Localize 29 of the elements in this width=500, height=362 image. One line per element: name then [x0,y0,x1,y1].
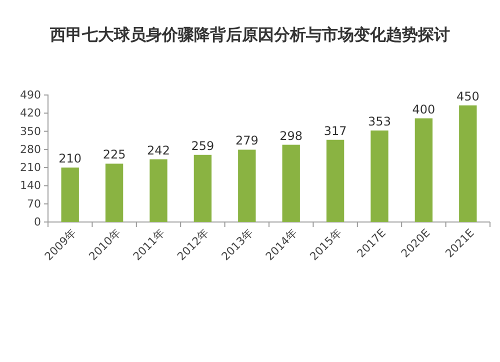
y-tick-label: 490 [20,88,41,102]
data-label: 450 [456,89,480,104]
data-label: 242 [147,143,170,158]
bar [61,168,79,222]
chart-title: 西甲七大球员身价骤降背后原因分析与市场变化趋势探讨 [49,25,450,44]
data-label: 259 [191,138,214,153]
bar [282,144,300,222]
bar [326,140,344,222]
bar [105,164,124,222]
y-tick-label: 210 [20,161,41,174]
y-tick-label: 70 [27,197,41,210]
data-label: 225 [102,148,126,162]
bar [238,150,256,222]
bar [414,118,433,222]
y-tick-label: 140 [20,179,41,192]
y-tick-label: 420 [20,106,41,120]
data-label: 210 [58,152,82,166]
data-label: 298 [280,128,303,143]
data-label: 353 [368,114,391,129]
data-label: 400 [412,102,436,116]
y-tick-label: 350 [20,124,41,138]
y-tick-label: 280 [20,142,41,156]
bar [194,154,212,222]
bar [370,130,388,222]
bar [459,105,477,222]
bar [150,159,168,222]
data-label: 279 [235,134,258,148]
y-tick-label: 0 [34,216,41,229]
data-label: 317 [324,124,347,138]
